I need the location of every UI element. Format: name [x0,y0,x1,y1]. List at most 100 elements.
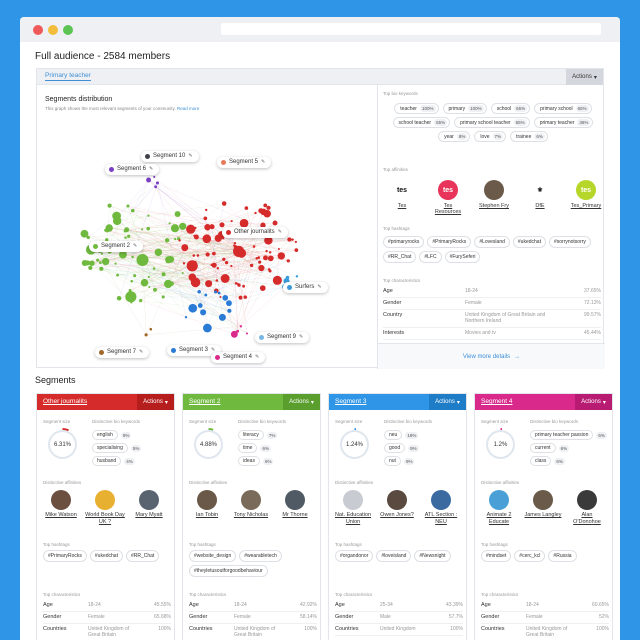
graph-node[interactable] [114,262,117,265]
graph-node[interactable] [141,228,144,231]
edit-icon[interactable]: ✎ [317,284,322,290]
graph-node[interactable] [188,273,197,282]
hashtag-chip[interactable]: #PrimaryRocks [427,236,472,248]
edit-icon[interactable]: ✎ [211,347,216,353]
graph-node[interactable] [244,206,249,210]
affinity-item[interactable]: Tony Nicholas [231,490,271,519]
graph-node[interactable] [116,295,122,301]
segment-actions-button[interactable]: Actions ▾ [137,394,174,410]
edit-icon[interactable]: ✎ [261,159,266,165]
hashtag-chip[interactable]: #primaryrocks [383,236,425,248]
graph-node[interactable] [236,282,239,285]
segment-name-link[interactable]: Segment 2 [189,398,221,405]
graph-node[interactable] [104,228,108,232]
affinity-item[interactable]: Alan O'Donohoe [567,490,607,525]
edit-icon[interactable]: ✎ [277,229,282,235]
graph-node[interactable] [188,303,198,313]
graph-label-segment[interactable]: Surfers ✎ [283,282,328,293]
segment-actions-button[interactable]: Actions ▾ [283,394,320,410]
graph-node[interactable] [287,237,292,242]
graph-node[interactable] [272,275,282,285]
graph-node[interactable] [221,201,227,206]
affinity-item[interactable]: tes Tes Resources [432,180,464,215]
graph-node[interactable] [243,295,248,299]
graph-node[interactable] [202,323,212,333]
graph-node[interactable] [205,252,210,257]
graph-node[interactable] [153,175,156,178]
graph-node[interactable] [179,222,187,230]
maximize-dot-icon[interactable] [63,24,73,35]
affinity-item[interactable]: Stephen Fry [478,180,510,215]
graph-node[interactable] [184,316,188,319]
graph-node[interactable] [233,244,238,249]
minimize-dot-icon[interactable] [48,24,58,35]
graph-node[interactable] [200,309,207,316]
graph-node[interactable] [118,250,127,259]
hashtag-chip[interactable]: #organdonor [335,550,374,562]
graph-node[interactable] [130,279,133,283]
graph-node[interactable] [181,244,189,252]
graph-node[interactable] [100,252,103,255]
graph-node[interactable] [258,264,265,272]
affinity-item[interactable]: Owen Jones? [377,490,417,525]
graph-node[interactable] [140,278,149,287]
graph-node[interactable] [202,234,212,244]
graph-node[interactable] [233,241,237,245]
graph-node[interactable] [96,258,100,262]
graph-node[interactable] [214,290,218,294]
graph-node[interactable] [101,257,110,266]
graph-node[interactable] [181,272,184,275]
graph-node[interactable] [239,247,243,250]
graph-node[interactable] [130,208,135,213]
graph-node[interactable] [194,260,197,264]
graph-node[interactable] [294,248,299,253]
graph-node[interactable] [217,291,221,295]
affinity-item[interactable]: Nat. Education Union [333,490,373,525]
graph-node[interactable] [230,330,238,338]
graph-node[interactable] [146,226,151,231]
close-dot-icon[interactable] [33,24,43,35]
graph-node[interactable] [168,222,171,225]
graph-node[interactable] [230,219,233,223]
affinity-item[interactable]: tes Tes [386,180,418,215]
graph-node[interactable] [238,295,243,300]
graph-node[interactable] [133,274,137,278]
graph-node[interactable] [81,259,88,267]
edit-icon[interactable]: ✎ [188,153,193,159]
graph-node[interactable] [255,257,259,260]
hashtag-chip[interactable]: #wearabletech [239,550,282,562]
graph-node[interactable] [155,181,160,185]
graph-node[interactable] [210,263,213,266]
affinity-item[interactable]: Animate 2 Educate [479,490,519,525]
graph-node[interactable] [174,237,177,241]
graph-node[interactable] [222,295,229,301]
graph-node[interactable] [178,239,181,242]
hashtag-chip[interactable]: #Newsnight [414,550,451,562]
graph-node[interactable] [153,287,157,292]
actions-button[interactable]: Actions ▾ [566,69,603,85]
graph-node[interactable] [239,325,242,328]
graph-node[interactable] [126,234,131,238]
graph-label-segment[interactable]: Segment 7 ✎ [95,347,150,358]
graph-node[interactable] [152,267,156,270]
segment-actions-button[interactable]: Actions ▾ [575,394,612,410]
graph-node[interactable] [89,260,95,266]
graph-node[interactable] [86,235,90,240]
graph-node[interactable] [192,254,196,257]
segment-name-link[interactable]: Segment 3 [335,398,367,405]
hashtag-chip[interactable]: #PrimaryRocks [43,550,87,562]
edit-icon[interactable]: ✎ [139,349,144,355]
affinity-item[interactable]: Mike Watson [41,490,81,525]
graph-node[interactable] [254,211,257,215]
view-more-details-button[interactable]: View more details → [378,343,605,369]
graph-label-segment[interactable]: Segment 2 ✎ [89,241,144,252]
graph-node[interactable] [193,234,199,240]
graph-node[interactable] [141,257,144,260]
hashtag-chip[interactable]: #RR_Chat [125,550,160,562]
graph-label-segment[interactable]: Segment 10 ✎ [141,151,199,162]
hashtag-chip[interactable]: #sorrynotsorry [548,236,591,248]
graph-node[interactable] [260,208,267,216]
graph-node[interactable] [205,280,213,288]
graph-node[interactable] [161,295,165,299]
hashtag-chip[interactable]: #ukedchat [512,236,546,248]
